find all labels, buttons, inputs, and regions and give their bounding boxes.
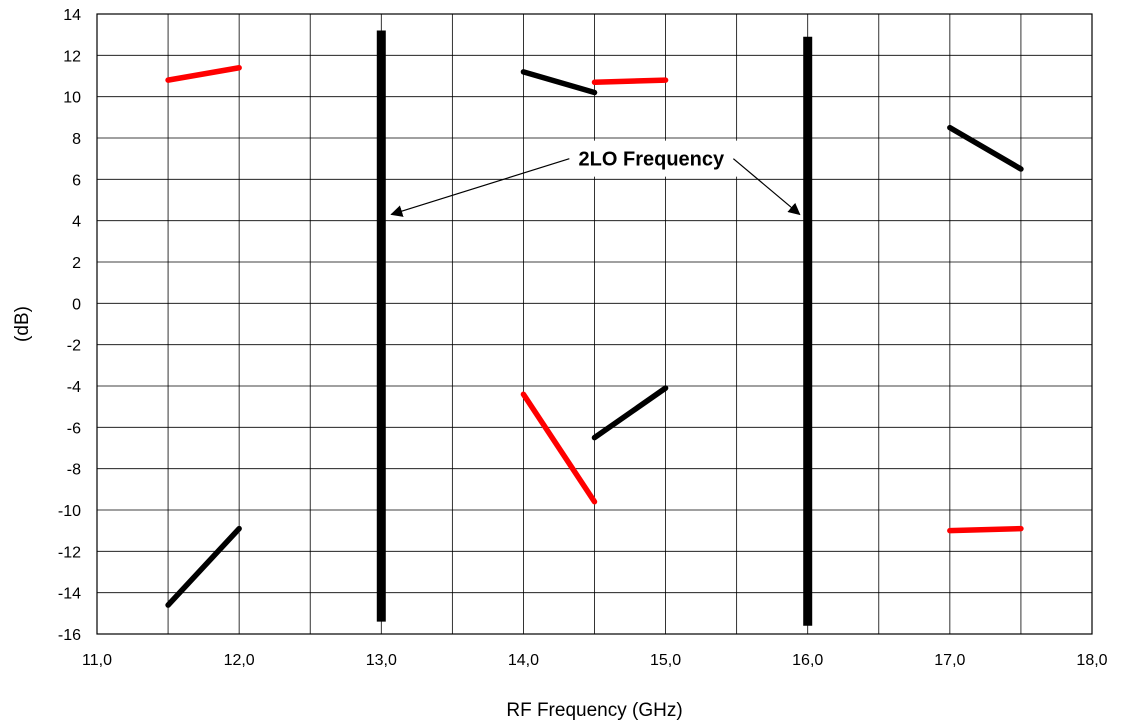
series-line	[591, 385, 669, 441]
x-tick-label: 16,0	[792, 652, 823, 669]
y-tick-label: 6	[72, 172, 81, 189]
x-tick-label: 14,0	[508, 652, 539, 669]
y-tick-label: 0	[72, 296, 81, 313]
y-tick-label: -10	[58, 503, 81, 520]
annotation-arrow	[390, 158, 570, 217]
y-tick-label: 12	[63, 48, 81, 65]
series-line	[591, 77, 669, 85]
annotation-text: 2LO Frequency	[579, 149, 725, 171]
y-axis-label: (dB)	[12, 306, 33, 342]
y-tick-label: -12	[58, 544, 81, 561]
series-line	[165, 525, 242, 608]
grid	[96, 13, 1093, 635]
y-tick-label: -16	[58, 627, 81, 644]
y-tick-label: -2	[67, 338, 81, 355]
annotation-arrow	[732, 158, 801, 216]
y-axis-ticks: -16 -14 -12 -10 -8 -6 -4 -2 0 2 4 6 8 10 12 14	[58, 7, 81, 644]
x-tick-label: 15,0	[650, 652, 681, 669]
series-layer	[165, 64, 1024, 608]
series-line	[947, 124, 1024, 172]
y-tick-label: -14	[58, 586, 81, 603]
x-tick-label: 11,0	[82, 652, 112, 669]
series-line	[520, 69, 598, 96]
y-tick-label: 8	[72, 131, 81, 148]
y-tick-label: -8	[67, 462, 81, 479]
x-tick-label: 17,0	[934, 652, 965, 669]
x-tick-label: 13,0	[366, 652, 397, 669]
plot-area-frame	[96, 13, 1093, 635]
x-tick-label: 12,0	[224, 652, 255, 669]
x-tick-label: 18,0	[1076, 652, 1107, 669]
series-line	[520, 391, 598, 505]
y-tick-label: 4	[72, 214, 81, 231]
y-tick-label: -4	[67, 379, 81, 396]
annotation-layer: 2LO Frequency	[390, 140, 801, 217]
series-line	[947, 525, 1024, 534]
series-line	[165, 64, 242, 83]
y-tick-label: 2	[72, 255, 81, 272]
y-tick-label: 14	[63, 7, 81, 24]
x-axis-ticks: 11,0 12,0 13,0 14,0 15,0 16,0 17,0 18,0	[82, 652, 1108, 669]
y-tick-label: 10	[63, 90, 81, 107]
y-tick-label: -6	[67, 420, 81, 437]
markers-layer	[376, 30, 813, 626]
annotation-box	[536, 140, 767, 177]
x-axis-label: RF Frequency (GHz)	[506, 700, 682, 721]
